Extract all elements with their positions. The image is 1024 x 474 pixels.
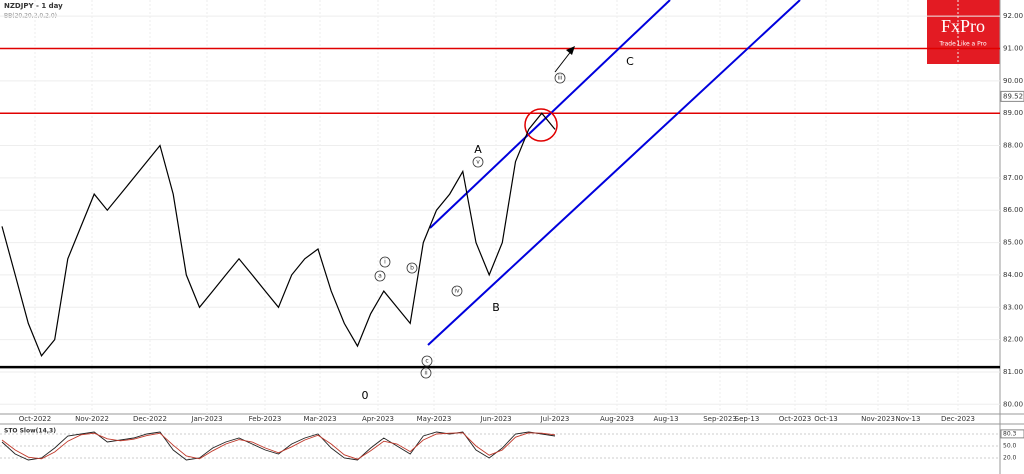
- x-tick-label: Apr-2023: [362, 415, 394, 423]
- oscillator-line: [1, 431, 556, 461]
- wave-marker: [420, 367, 432, 379]
- x-tick-label: Nov-2023: [861, 415, 895, 423]
- logo-brand: FxPro: [941, 16, 985, 36]
- wave-marker: [374, 270, 386, 282]
- last-price-box: [1000, 90, 1024, 102]
- y-tick-label: 88.00: [1003, 142, 1023, 150]
- y-tick-label: 85.00: [1003, 239, 1023, 247]
- channel-upper: [429, 0, 671, 229]
- wave-marker: [379, 256, 391, 268]
- x-tick-label: Feb-2023: [249, 415, 282, 423]
- oscillator-line: [1, 432, 556, 460]
- price-line: [1, 112, 556, 357]
- wave-label: v: [476, 159, 480, 166]
- last-price-label: 89.52: [1003, 92, 1023, 100]
- x-tick-label: Dec-2022: [133, 415, 167, 423]
- y-tick-label: 90.00: [1003, 77, 1023, 85]
- wave-label: i: [384, 259, 386, 266]
- wave-label: c: [425, 358, 428, 365]
- wave-marker: [472, 156, 484, 168]
- x-tick-label: Oct-2022: [19, 415, 51, 423]
- wave-marker: [406, 262, 418, 274]
- y-tick-label: 92.00: [1003, 12, 1023, 20]
- y-tick-label: 81.00: [1003, 368, 1023, 376]
- x-tick-label: Aug-13: [653, 415, 678, 423]
- x-tick-label: Sep-2023: [703, 415, 737, 423]
- y-tick-label: 86.00: [1003, 206, 1023, 214]
- x-tick-label: May-2023: [417, 415, 452, 423]
- chart-title: NZDJPY - 1 day: [4, 2, 63, 10]
- osc-tick-label: 50.0: [1003, 443, 1017, 450]
- y-tick-label: 83.00: [1003, 303, 1023, 311]
- logo-tagline: Trade Like a Pro: [938, 41, 987, 48]
- osc-tick-label: 20.0: [1003, 455, 1017, 462]
- y-tick-label: 82.00: [1003, 336, 1023, 344]
- wave-label: A: [474, 143, 482, 156]
- osc-last-label: 80.3: [1003, 430, 1017, 437]
- x-tick-label: Aug-2023: [600, 415, 634, 423]
- wave-marker: [421, 355, 433, 367]
- x-tick-label: Nov-13: [896, 415, 921, 423]
- x-tick-label: Oct-13: [814, 415, 838, 423]
- wave-label: C: [626, 55, 634, 68]
- arrow-head: [566, 46, 575, 55]
- osc-last-box: [1000, 429, 1024, 439]
- wave-label: iv: [454, 288, 460, 295]
- y-tick-label: 89.00: [1003, 109, 1023, 117]
- x-tick-label: Sep-13: [735, 415, 760, 423]
- logo-box: [927, 0, 1000, 64]
- channel-lower: [427, 0, 801, 346]
- wave-label: b: [410, 265, 414, 272]
- x-tick-label: Jan-2023: [190, 415, 222, 423]
- wave-label: iii: [557, 75, 562, 82]
- y-tick-label: 84.00: [1003, 271, 1023, 279]
- y-tick-label: 91.00: [1003, 45, 1023, 53]
- target-arrow: [554, 49, 573, 73]
- y-tick-label: 80.00: [1003, 400, 1023, 408]
- highlight-circle: [524, 108, 558, 142]
- x-tick-label: Dec-2023: [941, 415, 975, 423]
- x-tick-label: Jul-2023: [540, 415, 570, 423]
- x-tick-label: Nov-2022: [75, 415, 109, 423]
- wave-label: B: [492, 301, 500, 314]
- wave-marker: [554, 72, 566, 84]
- wave-marker: [451, 285, 463, 297]
- y-tick-label: 87.00: [1003, 174, 1023, 182]
- oscillator-title: STO Slow(14,3): [4, 428, 56, 435]
- wave-label: a: [378, 273, 382, 280]
- x-tick-label: Jun-2023: [479, 415, 511, 423]
- x-tick-label: Oct-2023: [779, 415, 811, 423]
- wave-label: ii: [424, 370, 428, 377]
- x-tick-label: Mar-2023: [303, 415, 336, 423]
- wave-label: 0: [362, 389, 369, 402]
